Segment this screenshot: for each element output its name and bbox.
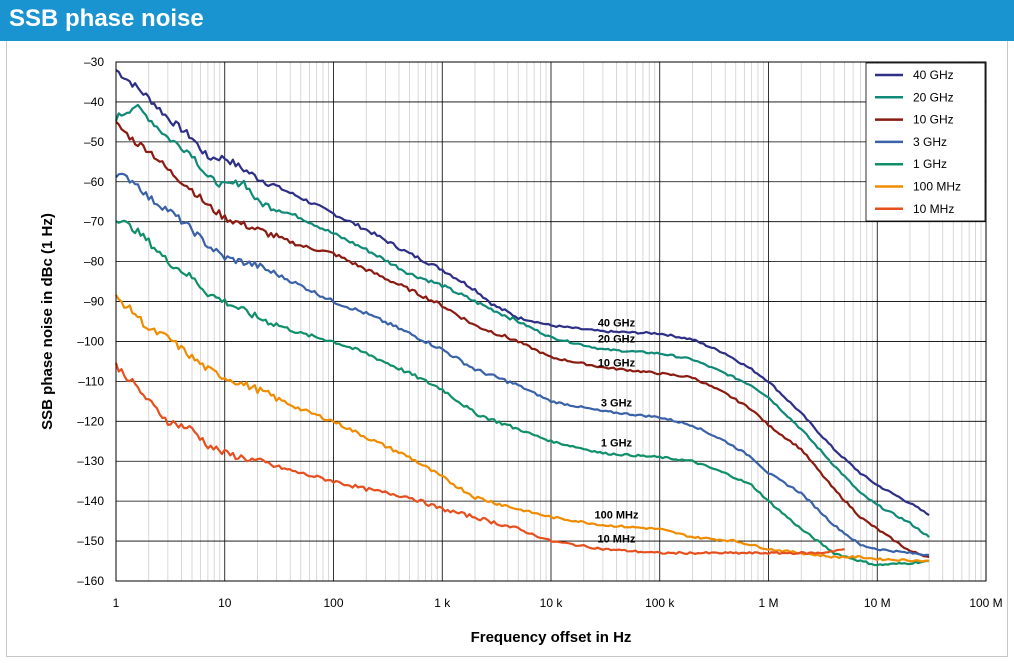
x-tick-label: 100 k [645,596,675,610]
series-lines [114,69,930,567]
x-axis-label: Frequency offset in Hz [471,629,632,646]
x-tick-label: 10 k [540,596,564,610]
y-tick-labels: –30 –40 –50 –60 –70 –80 –90 –100 –110 –120 –130 –14… [77,55,104,588]
legend: 40 GHz 20 GHz 10 GHz 3 GHz 1 GHz 100 MHz 10 MH… [865,62,986,222]
legend-label: 100 MHz [913,180,961,194]
series-inline-label: 100 MHz [594,509,639,521]
series-line [115,172,930,557]
legend-label: 20 GHz [913,90,954,104]
x-tick-label: 1 [113,596,120,610]
y-tick-label: –160 [77,574,104,588]
x-tick-label: 100 M [969,596,1002,610]
grid-minor [148,62,982,581]
y-tick-label: –80 [84,255,104,269]
series-line [115,294,930,563]
legend-label: 40 GHz [913,68,954,82]
y-tick-label: –140 [77,494,104,508]
y-tick-label: –50 [84,135,104,149]
legend-label: 10 GHz [913,113,954,127]
series-inline-label: 40 GHz [598,318,636,330]
x-tick-label: 10 M [864,596,891,610]
y-tick-label: –110 [78,374,104,388]
legend-label: 3 GHz [913,135,947,149]
series-line [114,362,845,556]
series-line [115,219,930,567]
header-bar: SSB phase noise [0,0,1014,41]
series-inline-label: 20 GHz [598,334,636,346]
y-tick-label: –60 [84,175,104,189]
y-tick-label: –40 [84,95,104,109]
x-tick-label: 1 M [758,596,778,610]
series-inline-label: 3 GHz [601,398,633,410]
chart-frame [6,41,1008,657]
y-tick-label: –150 [77,534,104,548]
series-inline-label: 10 MHz [598,533,636,545]
y-tick-label: –30 [84,55,104,69]
page-title: SSB phase noise [9,5,204,32]
y-tick-label: –130 [77,454,104,468]
grid-major [115,61,987,582]
plot-border [115,61,987,582]
y-tick-label: –90 [84,295,104,309]
legend-label: 10 MHz [913,202,954,216]
y-tick-label: –100 [77,334,104,348]
series-inline-label: 1 GHz [601,437,633,449]
y-axis-label: SSB phase noise in dBc (1 Hz) [39,213,56,430]
y-tick-label: –70 [84,215,104,229]
series-line [115,69,930,517]
x-tick-label: 1 k [434,596,451,610]
y-tick-label: –120 [77,414,104,428]
series-line [115,120,930,559]
legend-label: 1 GHz [913,157,947,171]
series-inline-label: 10 GHz [598,358,636,370]
series-line [114,103,930,538]
inline-series-labels: 40 GHz 20 GHz 10 GHz 3 GHz 1 GHz 100 MHz 10 MH… [594,318,639,546]
x-tick-labels: 1 10 100 1 k 10 k 100 k 1 M 10 M 100 M [113,596,1003,610]
x-tick-label: 10 [218,596,232,610]
x-tick-label: 100 [323,596,343,610]
